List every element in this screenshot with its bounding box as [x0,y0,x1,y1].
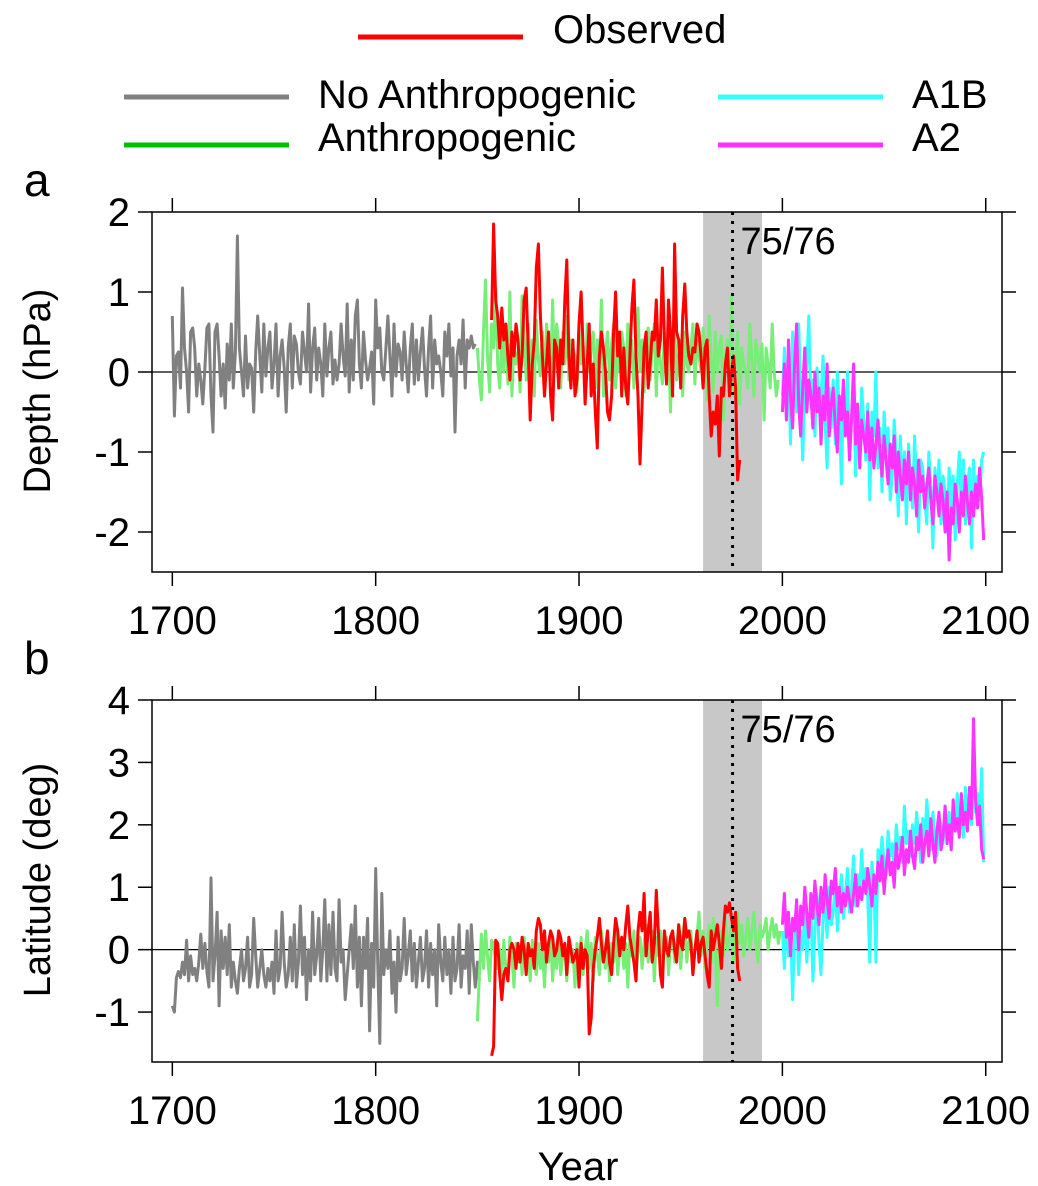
ylabel-b: Latitude (deg) [17,763,59,998]
legend-label-no-anthropogenic: No Anthropogenic [318,73,636,117]
axes-frame [151,699,1003,1063]
y-tick-label: -2 [94,511,130,555]
x-tick-label: 1900 [535,1089,624,1133]
x-tick-label: 1900 [535,599,624,643]
y-tick-label: 1 [108,866,130,910]
panel-letter-a: a [24,154,50,206]
legend: Observed No Anthropogenic Anthropogenic … [124,8,988,160]
x-tick-label: 2000 [738,1089,827,1133]
axes-a: 1700 1800 1900 2000 2100 2 1 0 -1 -2 [94,191,1030,643]
legend-label-a1b: A1B [912,73,988,117]
legend-label-observed: Observed [553,8,726,52]
x-tick-label: 1700 [128,599,217,643]
x-tick-label: 1700 [128,1089,217,1133]
marker-label-b: 75/76 [741,709,836,751]
series-line-observed [490,888,742,1057]
panel-a: a Depth (hPa) 75/76 1700 1800 1900 2000 2100… [17,154,1030,643]
axes-frame [151,211,1003,573]
series-group-a [170,222,986,562]
series-line-no-anthropogenic [170,867,481,1045]
xlabel-b: Year [538,1145,619,1186]
y-tick-label: 4 [108,679,130,723]
x-tick-label: 2000 [738,599,827,643]
series-line-observed [490,222,742,482]
series-line-a2 [780,322,986,562]
y-tick-label: 0 [108,351,130,395]
panel-letter-b: b [24,632,50,684]
series-group-b [170,717,986,1057]
panel-b: b Latitude (deg) 75/76 1700 1800 1900 2000 2… [17,632,1030,1186]
y-tick-label: 1 [108,271,130,315]
x-tick-label: 1800 [331,1089,420,1133]
y-tick-label: 3 [108,741,130,785]
x-tick-label: 2100 [941,599,1030,643]
marker-label-a: 75/76 [741,221,836,263]
x-tick-label: 2100 [941,1089,1030,1133]
y-tick-label: 2 [108,191,130,235]
y-tick-label: -1 [94,991,130,1035]
legend-label-a2: A2 [912,116,961,160]
axes-b: 1700 1800 1900 2000 2100 4 3 2 1 0 -1 [94,679,1030,1133]
y-tick-label: -1 [94,431,130,475]
y-tick-label: 2 [108,804,130,848]
legend-label-anthropogenic: Anthropogenic [318,116,576,160]
x-tick-label: 1800 [331,599,420,643]
series-line-a2 [780,717,986,958]
y-tick-label: 0 [108,929,130,973]
ylabel-a: Depth (hPa) [17,289,59,494]
series-line-no-anthropogenic [170,234,477,434]
